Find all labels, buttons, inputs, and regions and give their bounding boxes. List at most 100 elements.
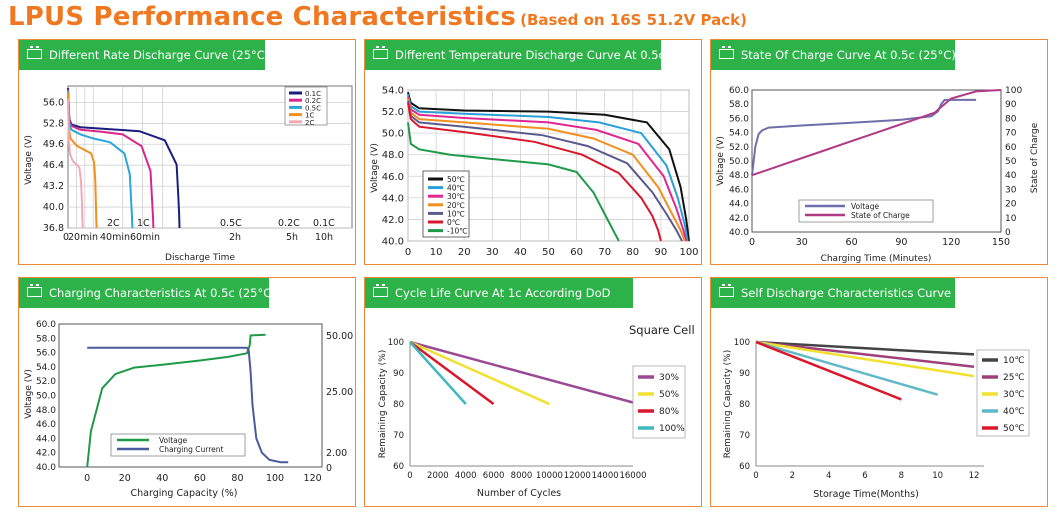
curve-label: 1C [137, 218, 150, 229]
x-tick-label: 6000 [483, 471, 505, 481]
series-line-100% [409, 341, 467, 405]
series-line-40℃ [755, 340, 939, 396]
legend-label: Charging Current [159, 445, 224, 454]
series-line-Voltage [86, 333, 266, 468]
y-tick-label: 46.4 [43, 160, 64, 171]
y-tick-label: 90 [393, 369, 404, 379]
y-tick-label: 52.8 [43, 118, 64, 129]
y-tick-label: 48.0 [729, 171, 749, 181]
x-tick-label: 30 [486, 247, 499, 258]
main-subtitle: (Based on 16S 51.2V Pack) [520, 11, 747, 29]
x-axis-label: Number of Cycles [477, 488, 561, 499]
x-tick-label: 20 [119, 473, 131, 484]
series-line-2C [67, 99, 84, 229]
y2-tick-label: 0 [1005, 228, 1011, 238]
y-tick-label: 48.0 [36, 406, 56, 416]
y2-tick-label: 2.00 [326, 448, 347, 459]
series-line-30℃ [755, 340, 975, 378]
x-tick-label: 4 [826, 471, 831, 481]
series-line-Voltage [751, 98, 977, 176]
x-tick-label: 60 [194, 473, 206, 484]
battery-icon [373, 46, 388, 59]
x-tick-label: 10 [430, 247, 443, 258]
x-tick-label: 5h [286, 232, 298, 243]
x-tick-label: 60 [846, 237, 858, 248]
legend-label: 0℃ [447, 218, 460, 227]
y2-tick-label: 0 [326, 463, 332, 474]
series-line-50℃ [755, 340, 902, 401]
y-tick-label: 40.0 [382, 237, 404, 248]
x-axis-label: Storage Time(Months) [813, 489, 919, 500]
x-tick-label: 0 [63, 232, 69, 243]
x-tick-label: 0 [405, 247, 411, 258]
legend-label: 30℃ [447, 192, 465, 201]
y2-tick-label: 40 [1005, 171, 1017, 181]
main-title-text: LPUS Performance Characteristics [8, 2, 517, 32]
battery-icon [719, 46, 734, 59]
y2-tick-label: 20 [1005, 200, 1017, 210]
y-tick-label: 70 [739, 431, 750, 441]
legend-label: 2C [305, 119, 314, 127]
x-tick-label: 80 [231, 473, 243, 484]
legend-label: 40℃ [1003, 407, 1025, 417]
y-axis-label: Voltage (V) [24, 369, 34, 419]
chart-svg-soc: 40.0 42.0 44.0 46.0 48.0 50.0 52.0 54.0 56.0 58.0… [716, 86, 1040, 264]
y2-tick-label: 60 [1005, 143, 1017, 153]
legend-label: Voltage [851, 202, 880, 211]
y-tick-label: 36.8 [43, 223, 64, 234]
legend-label: 100% [659, 424, 685, 434]
y-tick-label: 44.0 [36, 434, 56, 444]
main-title: LPUS Performance Characteristics (Based o… [8, 2, 747, 38]
y-tick-label: 70 [393, 431, 404, 441]
y-tick-label: 48.0 [382, 150, 404, 161]
chart-panel-temperature: Different Temperature Discharge Curve At… [364, 39, 702, 265]
y-tick-label: 40.0 [43, 202, 64, 213]
x-tick-label: 40 [514, 247, 527, 258]
y-tick-label: 56.0 [729, 114, 749, 124]
series-line-30% [409, 340, 634, 404]
chart-panel-rate: Different Rate Discharge Curve (25°C) 56… [18, 39, 356, 265]
y-tick-label: 44.0 [729, 200, 749, 210]
x-tick-label: 16000 [619, 471, 646, 481]
x-tick-label: 2 [790, 471, 795, 481]
x-tick-label: 10 [932, 471, 943, 481]
battery-icon [719, 284, 734, 297]
chart-title-self: Self Discharge Characteristics Curve [741, 286, 952, 300]
x-tick-label: 120 [942, 237, 960, 248]
x-tick-label: 50 [542, 247, 555, 258]
series-line-50℃ [407, 91, 690, 242]
x-tick-label: 150 [992, 237, 1010, 248]
series-line-0℃ [407, 102, 662, 242]
legend-label: 40℃ [447, 184, 465, 193]
y-tick-label: 100 [734, 338, 750, 348]
y-tick-label: 56.0 [43, 97, 64, 108]
y-tick-label: 54.0 [729, 129, 749, 139]
chart-annotation: Square Cell [629, 323, 695, 337]
legend-label: -10℃ [447, 227, 468, 236]
y-tick-label: 46.0 [36, 420, 56, 430]
x-tick-label: 40min [100, 232, 130, 243]
y-tick-label: 44.0 [382, 193, 404, 204]
legend-label: 80% [659, 407, 679, 417]
chart-title-rate: Different Rate Discharge Curve (25°C) [49, 48, 265, 62]
y-tick-label: 90 [739, 369, 750, 379]
curve-label: 0.5C [220, 218, 242, 229]
x-tick-label: 6 [862, 471, 867, 481]
series-line-20℃ [407, 98, 686, 242]
y-tick-label: 60 [393, 462, 404, 472]
battery-icon [27, 46, 42, 59]
series-line--10℃ [407, 122, 620, 242]
y2-tick-label: 25.00 [326, 387, 353, 398]
x-tick-label: 30 [796, 237, 808, 248]
x-tick-label: 90 [895, 237, 907, 248]
legend-label: 30% [659, 373, 679, 383]
y-tick-label: 46.0 [729, 185, 749, 195]
chart-title-temperature: Different Temperature Discharge Curve At… [395, 48, 661, 62]
y-tick-label: 50.0 [382, 129, 404, 140]
x-tick-label: 8000 [511, 471, 533, 481]
y-tick-label: 54.0 [36, 363, 56, 373]
series-line-30℃ [407, 96, 688, 242]
x-tick-label: 120 [304, 473, 322, 484]
y2-tick-label: 50.00 [326, 331, 353, 342]
